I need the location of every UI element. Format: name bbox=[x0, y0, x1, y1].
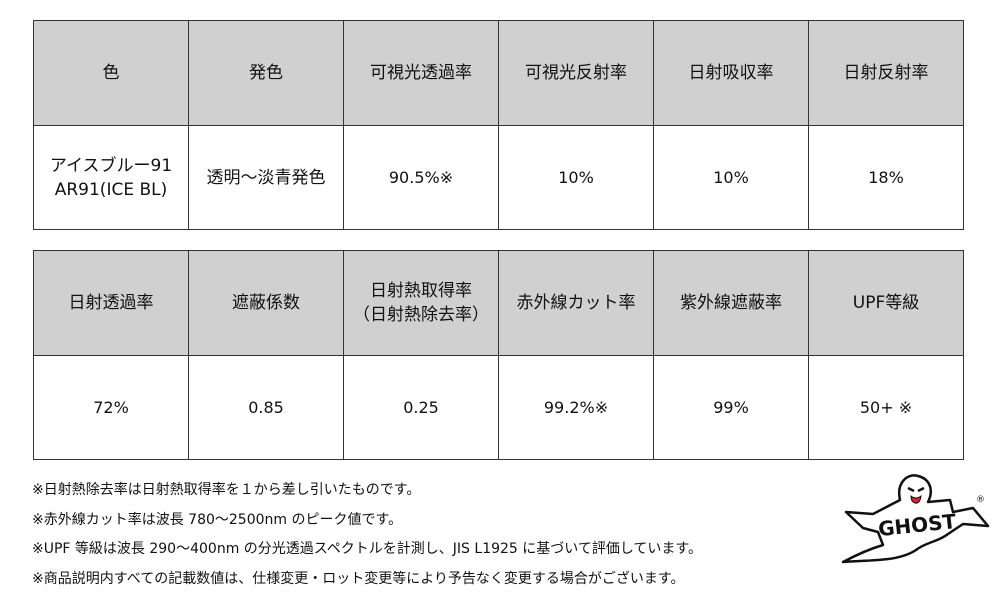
header-cell: 赤外線カット率 bbox=[498, 250, 654, 356]
table-header-row: 色 発色 可視光透過率 可視光反射率 日射吸収率 日射反射率 bbox=[33, 20, 964, 126]
footnote: ※日射熱除去率は日射熱取得率を１から差し引いたものです。 bbox=[32, 482, 421, 498]
table-row: アイスブルー91 AR91(ICE BL) 透明～淡青発色 90.5%※ 10% … bbox=[33, 125, 964, 230]
ghost-logo: GHOST ® bbox=[841, 474, 990, 564]
footnote: ※赤外線カット率は波長 780～2500nm のピーク値です。 bbox=[32, 511, 403, 528]
header-cell: 可視光透過率 bbox=[343, 20, 499, 126]
cell-appearance: 透明～淡青発色 bbox=[188, 125, 344, 230]
cell-shading-coefficient: 0.85 bbox=[188, 355, 344, 460]
header-cell: 可視光反射率 bbox=[498, 20, 654, 126]
header-cell: UPF等級 bbox=[808, 250, 964, 356]
header-cell: 色 bbox=[33, 20, 189, 126]
cell-solar-reflectance: 18% bbox=[808, 125, 964, 230]
cell-ir-cut: 99.2%※ bbox=[498, 355, 654, 460]
spec-table-thermal: 日射透過率 遮蔽係数 日射熱取得率 （日射熱除去率） 赤外線カット率 紫外線遮蔽率… bbox=[33, 250, 964, 460]
table-row: 72% 0.85 0.25 99.2%※ 99% 50+ ※ bbox=[33, 355, 964, 460]
cell-solar-transmittance: 72% bbox=[33, 355, 189, 460]
header-cell: 日射吸収率 bbox=[653, 20, 809, 126]
cell-solar-heat-gain: 0.25 bbox=[343, 355, 499, 460]
footnotes: ※日射熱除去率は日射熱取得率を１から差し引いたものです。 ※赤外線カット率は波長… bbox=[32, 476, 702, 594]
svg-text:®: ® bbox=[976, 495, 985, 505]
cell-visible-transmittance: 90.5%※ bbox=[343, 125, 499, 230]
footnote: ※UPF 等級は波長 290～400nm の分光透過スペクトルを計測し、JIS … bbox=[32, 541, 703, 557]
cell-uv-block: 99% bbox=[653, 355, 809, 460]
cell-color: アイスブルー91 AR91(ICE BL) bbox=[33, 125, 189, 230]
table-header-row: 日射透過率 遮蔽係数 日射熱取得率 （日射熱除去率） 赤外線カット率 紫外線遮蔽率… bbox=[33, 250, 964, 356]
header-cell: 遮蔽係数 bbox=[188, 250, 344, 356]
footnote: ※商品説明内すべての記載数値は、仕様変更・ロット変更等により予告なく変更する場合… bbox=[32, 570, 685, 587]
header-cell: 発色 bbox=[188, 20, 344, 126]
cell-visible-reflectance: 10% bbox=[498, 125, 654, 230]
header-cell: 紫外線遮蔽率 bbox=[653, 250, 809, 356]
cell-upf: 50+ ※ bbox=[808, 355, 964, 460]
spec-table-optical: 色 発色 可視光透過率 可視光反射率 日射吸収率 日射反射率 アイスブルー91 A… bbox=[33, 20, 964, 230]
cell-solar-absorptance: 10% bbox=[653, 125, 809, 230]
header-cell: 日射熱取得率 （日射熱除去率） bbox=[343, 250, 499, 356]
header-cell: 日射反射率 bbox=[808, 20, 964, 126]
header-cell: 日射透過率 bbox=[33, 250, 189, 356]
